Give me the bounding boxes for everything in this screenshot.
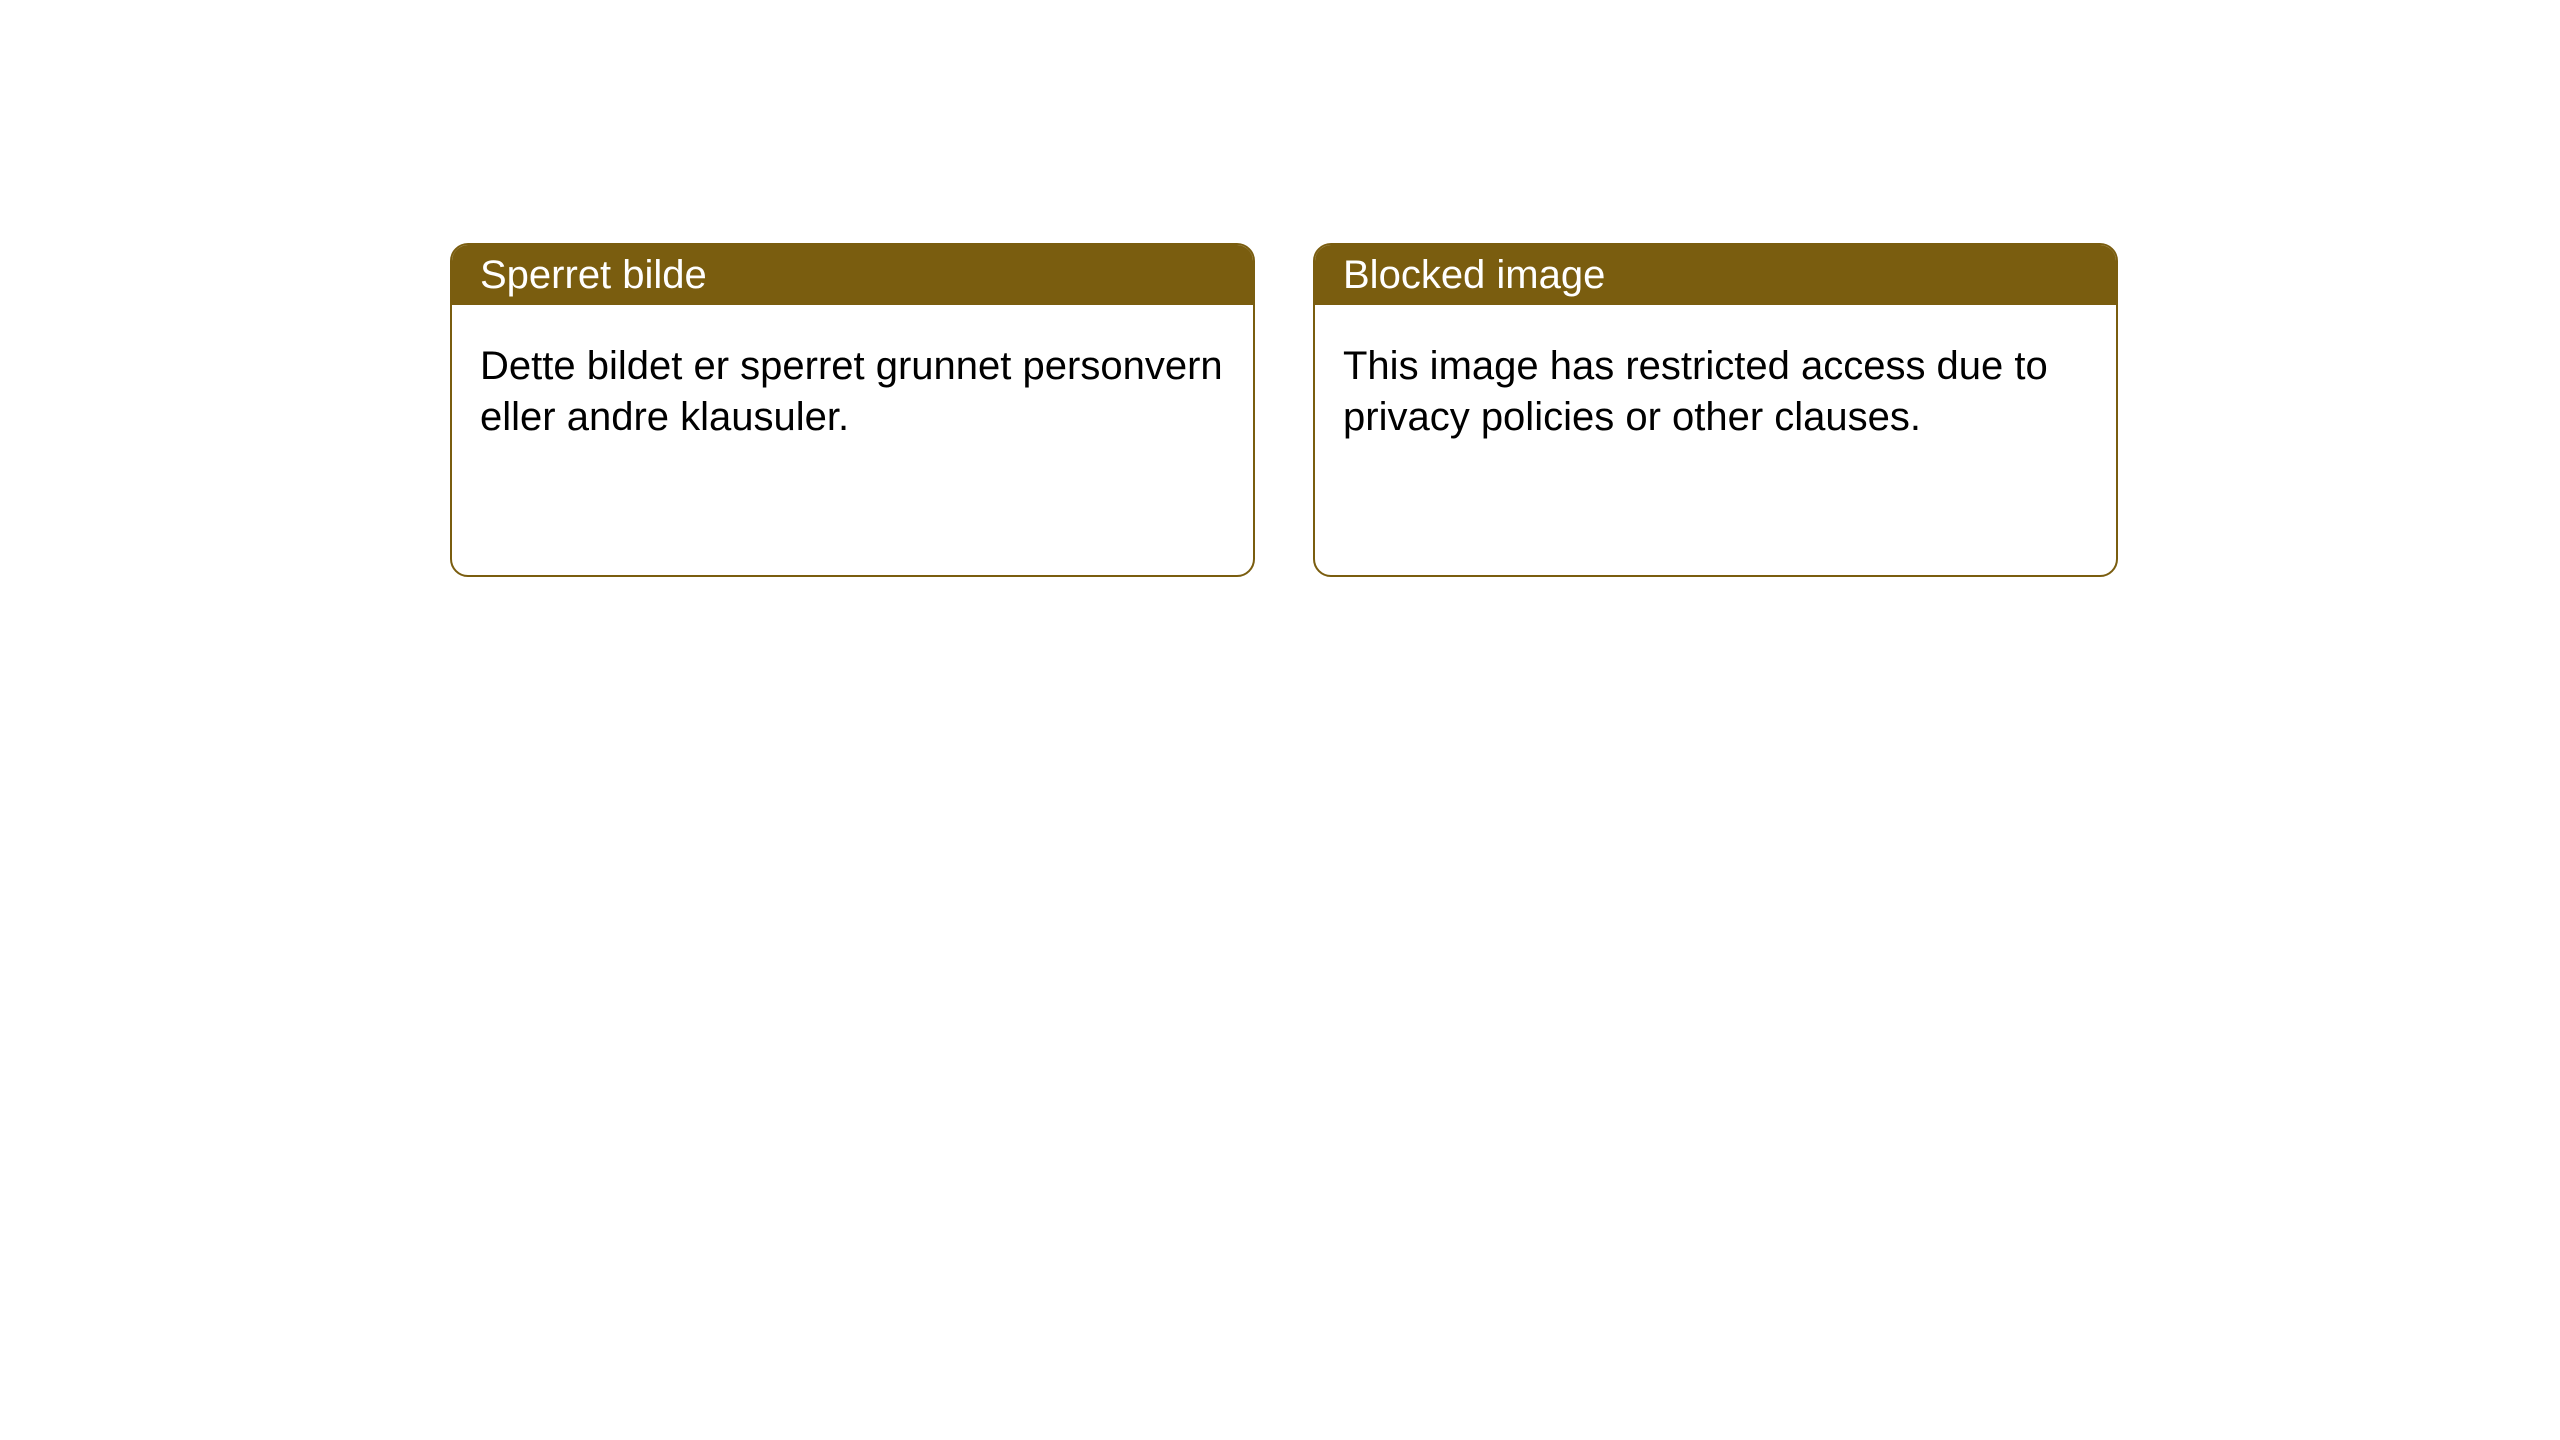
- notice-card-title: Sperret bilde: [480, 253, 707, 298]
- notice-card-header: Blocked image: [1315, 245, 2116, 305]
- notice-card-header: Sperret bilde: [452, 245, 1253, 305]
- notice-card-text: Dette bildet er sperret grunnet personve…: [480, 344, 1223, 439]
- notice-card-body: Dette bildet er sperret grunnet personve…: [452, 305, 1253, 479]
- notice-card-body: This image has restricted access due to …: [1315, 305, 2116, 479]
- notice-card-title: Blocked image: [1343, 253, 1605, 298]
- notice-card-norwegian: Sperret bilde Dette bildet er sperret gr…: [450, 243, 1255, 577]
- notice-card-text: This image has restricted access due to …: [1343, 344, 2048, 439]
- notice-cards-container: Sperret bilde Dette bildet er sperret gr…: [0, 0, 2560, 577]
- notice-card-english: Blocked image This image has restricted …: [1313, 243, 2118, 577]
